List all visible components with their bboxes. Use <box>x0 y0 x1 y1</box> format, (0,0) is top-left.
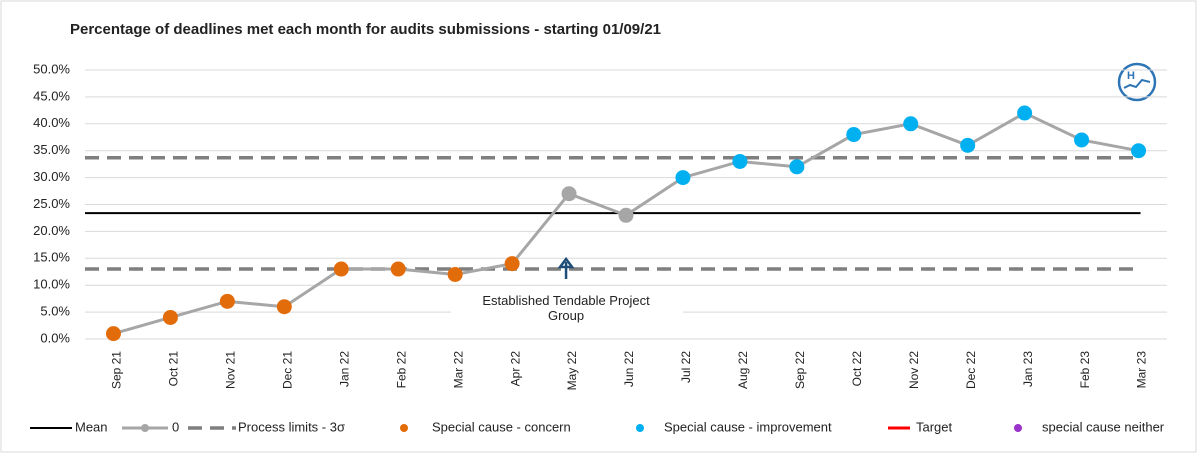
x-tick-label: Feb 22 <box>394 351 408 389</box>
legend-label: Special cause - concern <box>432 419 571 434</box>
y-tick-label: 20.0% <box>33 223 70 238</box>
y-tick-label: 10.0% <box>33 277 70 292</box>
data-point <box>732 153 748 169</box>
legend-label: special cause neither <box>1042 419 1165 434</box>
x-tick-label: Dec 22 <box>964 351 978 389</box>
data-point <box>903 116 919 132</box>
data-point <box>618 207 634 223</box>
x-tick-label: Oct 21 <box>167 351 181 387</box>
y-tick-label: 45.0% <box>33 88 70 103</box>
data-point <box>1074 132 1090 148</box>
data-point <box>1131 143 1147 159</box>
legend-label: 0 <box>172 419 179 434</box>
annotation-text: Established Tendable Project Group <box>482 293 650 323</box>
y-tick-label: 40.0% <box>33 115 70 130</box>
legend-marker <box>400 424 408 432</box>
data-point <box>789 159 805 175</box>
x-tick-label: Nov 21 <box>224 351 238 389</box>
data-point <box>1017 105 1033 121</box>
y-tick-label: 0.0% <box>40 330 70 345</box>
data-point <box>105 326 121 342</box>
y-tick-label: 30.0% <box>33 169 70 184</box>
x-tick-label: Aug 22 <box>736 351 750 389</box>
data-point <box>504 256 520 272</box>
data-point <box>960 137 976 153</box>
data-point <box>561 186 577 202</box>
y-tick-label: 35.0% <box>33 142 70 157</box>
x-tick-label: Mar 22 <box>451 351 465 389</box>
x-tick-label: Jun 22 <box>622 351 636 387</box>
legend-label: Mean <box>75 419 108 434</box>
chart-title: Percentage of deadlines met each month f… <box>70 21 661 38</box>
data-point <box>276 299 292 315</box>
legend-label: Special cause - improvement <box>664 419 832 434</box>
logo-icon: H <box>1117 62 1157 102</box>
x-tick-label: Nov 22 <box>907 351 921 389</box>
data-point <box>162 309 178 325</box>
y-tick-label: 5.0% <box>40 304 70 319</box>
x-tick-label: Dec 21 <box>280 351 294 389</box>
x-tick-label: Jan 22 <box>337 351 351 387</box>
legend-marker <box>636 424 644 432</box>
svg-text:H: H <box>1127 70 1135 82</box>
data-point <box>390 261 406 277</box>
y-tick-label: 50.0% <box>33 61 70 76</box>
x-tick-label: Oct 22 <box>850 351 864 387</box>
x-tick-label: Mar 23 <box>1135 351 1149 389</box>
legend-marker <box>1014 424 1022 432</box>
x-tick-label: Jul 22 <box>679 351 693 383</box>
y-tick-label: 25.0% <box>33 196 70 211</box>
y-tick-label: 15.0% <box>33 250 70 265</box>
annotation-arrowhead <box>557 256 575 269</box>
data-point <box>846 127 862 143</box>
x-tick-label: Apr 22 <box>508 351 522 387</box>
data-point <box>447 266 463 282</box>
x-tick-label: Feb 23 <box>1078 351 1092 389</box>
data-point <box>333 261 349 277</box>
x-tick-label: Sep 22 <box>793 351 807 389</box>
data-point <box>675 170 691 186</box>
legend-marker <box>141 424 149 432</box>
legend-label: Process limits - 3σ <box>238 419 345 434</box>
legend-label: Target <box>916 419 953 434</box>
x-tick-label: Sep 21 <box>110 351 124 389</box>
data-point <box>219 293 235 309</box>
x-tick-label: Jan 23 <box>1021 351 1035 387</box>
x-tick-label: May 22 <box>565 351 579 391</box>
annotation-box <box>451 288 684 326</box>
